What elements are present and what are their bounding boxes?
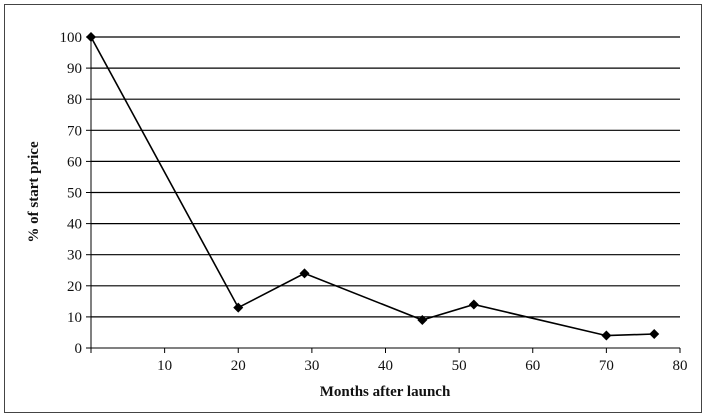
y-tick-label-60: 60 bbox=[67, 154, 82, 170]
x-tick-label-30: 30 bbox=[304, 358, 319, 374]
y-tick-labels: 0 10 20 30 40 50 60 70 80 90 100 bbox=[60, 30, 83, 357]
data-point-1 bbox=[233, 302, 244, 313]
data-point-2 bbox=[299, 268, 310, 279]
y-tick-label-30: 30 bbox=[67, 248, 82, 264]
data-point-4 bbox=[468, 299, 479, 310]
x-tick-label-80: 80 bbox=[673, 358, 688, 374]
x-tick-label-70: 70 bbox=[599, 358, 614, 374]
series-line-0 bbox=[90, 36, 655, 337]
x-tick-label-10: 10 bbox=[157, 358, 172, 374]
x-tick-label-50: 50 bbox=[452, 358, 467, 374]
chart-frame bbox=[4, 4, 702, 413]
axes bbox=[86, 36, 681, 353]
y-tick-label-90: 90 bbox=[67, 61, 82, 77]
y-axis-title: % of start price bbox=[26, 141, 42, 243]
x-tick-label-40: 40 bbox=[378, 358, 393, 374]
data-point-6 bbox=[649, 329, 660, 340]
x-tick-labels: 10 20 30 40 50 60 70 80 bbox=[157, 358, 687, 374]
y-tick-label-50: 50 bbox=[67, 186, 82, 202]
y-tick-label-70: 70 bbox=[67, 123, 82, 139]
x-axis-title: Months after launch bbox=[320, 384, 451, 400]
data-point-0 bbox=[86, 32, 96, 42]
y-tick-label-40: 40 bbox=[67, 217, 82, 233]
gridlines bbox=[91, 36, 680, 318]
series bbox=[86, 32, 660, 341]
y-tick-label-10: 10 bbox=[67, 310, 82, 326]
y-tick-label-80: 80 bbox=[67, 92, 82, 108]
data-point-3 bbox=[417, 315, 428, 326]
data-point-5 bbox=[601, 330, 612, 341]
y-tick-label-20: 20 bbox=[67, 279, 82, 295]
y-tick-label-0: 0 bbox=[75, 341, 83, 357]
y-tick-label-100: 100 bbox=[60, 30, 83, 46]
x-tick-label-60: 60 bbox=[525, 358, 540, 374]
x-tick-label-20: 20 bbox=[231, 358, 246, 374]
